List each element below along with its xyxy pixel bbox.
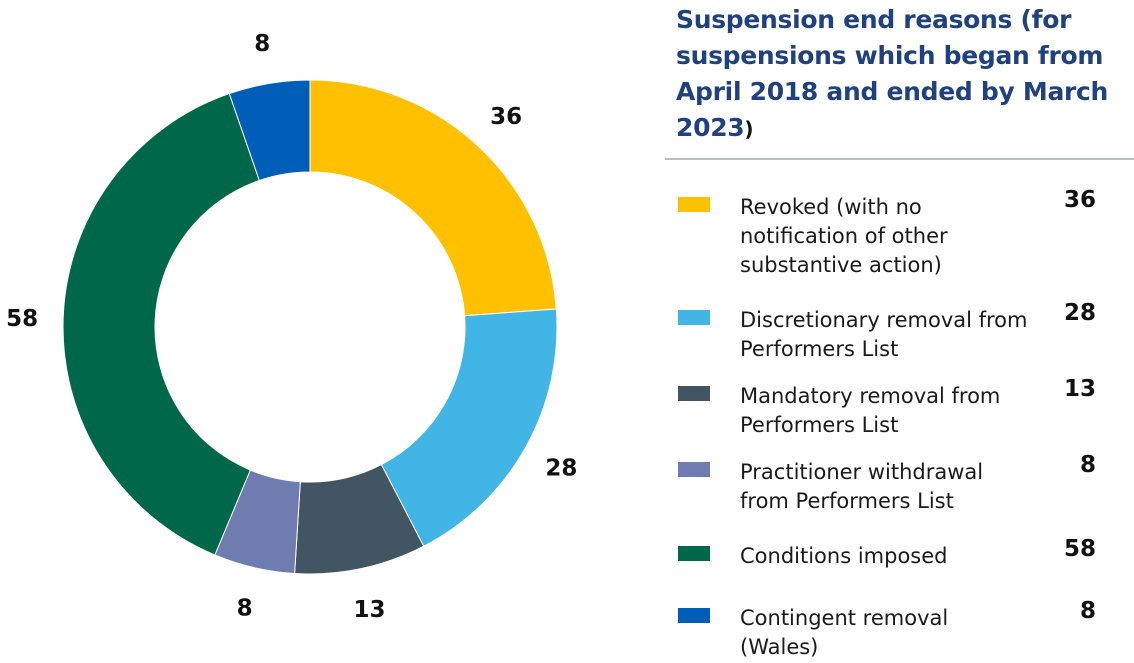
chart-title: Suspension end reasons (for suspensions … [676,5,1109,142]
legend-value: 8 [1079,452,1096,478]
legend-value: 8 [1079,598,1096,624]
legend-swatch [678,197,710,212]
legend-swatch [678,546,710,561]
data-label: 58 [6,306,38,332]
legend-label: Contingent removal (Wales) [740,606,949,659]
data-label: 8 [237,595,253,621]
data-label: 13 [353,597,385,623]
legend-label: Discretionary removal from Performers Li… [740,308,1028,361]
donut-chart: 36 28 13 8 58 8 [6,31,577,623]
legend-swatch [678,310,710,325]
legend-label: Practitioner withdrawal from Performers … [740,460,984,513]
donut-slice [228,79,311,182]
legend-swatch [678,386,710,401]
donut-slice [380,308,558,547]
donut-slice [62,92,260,556]
legend-label: Conditions imposed [740,544,948,568]
title-divider [665,158,1134,160]
legend-value: 36 [1063,187,1096,213]
data-label: 28 [545,456,577,482]
legend-swatch [678,462,710,477]
legend-label: Revoked (with no notification of other s… [740,195,948,277]
legend-swatch [678,608,710,623]
legend-label: Mandatory removal from Performers List [740,384,1001,437]
donut-slice [309,79,557,317]
data-label: 8 [254,31,270,57]
legend-value: 13 [1063,376,1096,402]
data-label: 36 [490,104,522,130]
legend-value: 28 [1063,300,1096,326]
legend-value: 58 [1063,536,1096,562]
